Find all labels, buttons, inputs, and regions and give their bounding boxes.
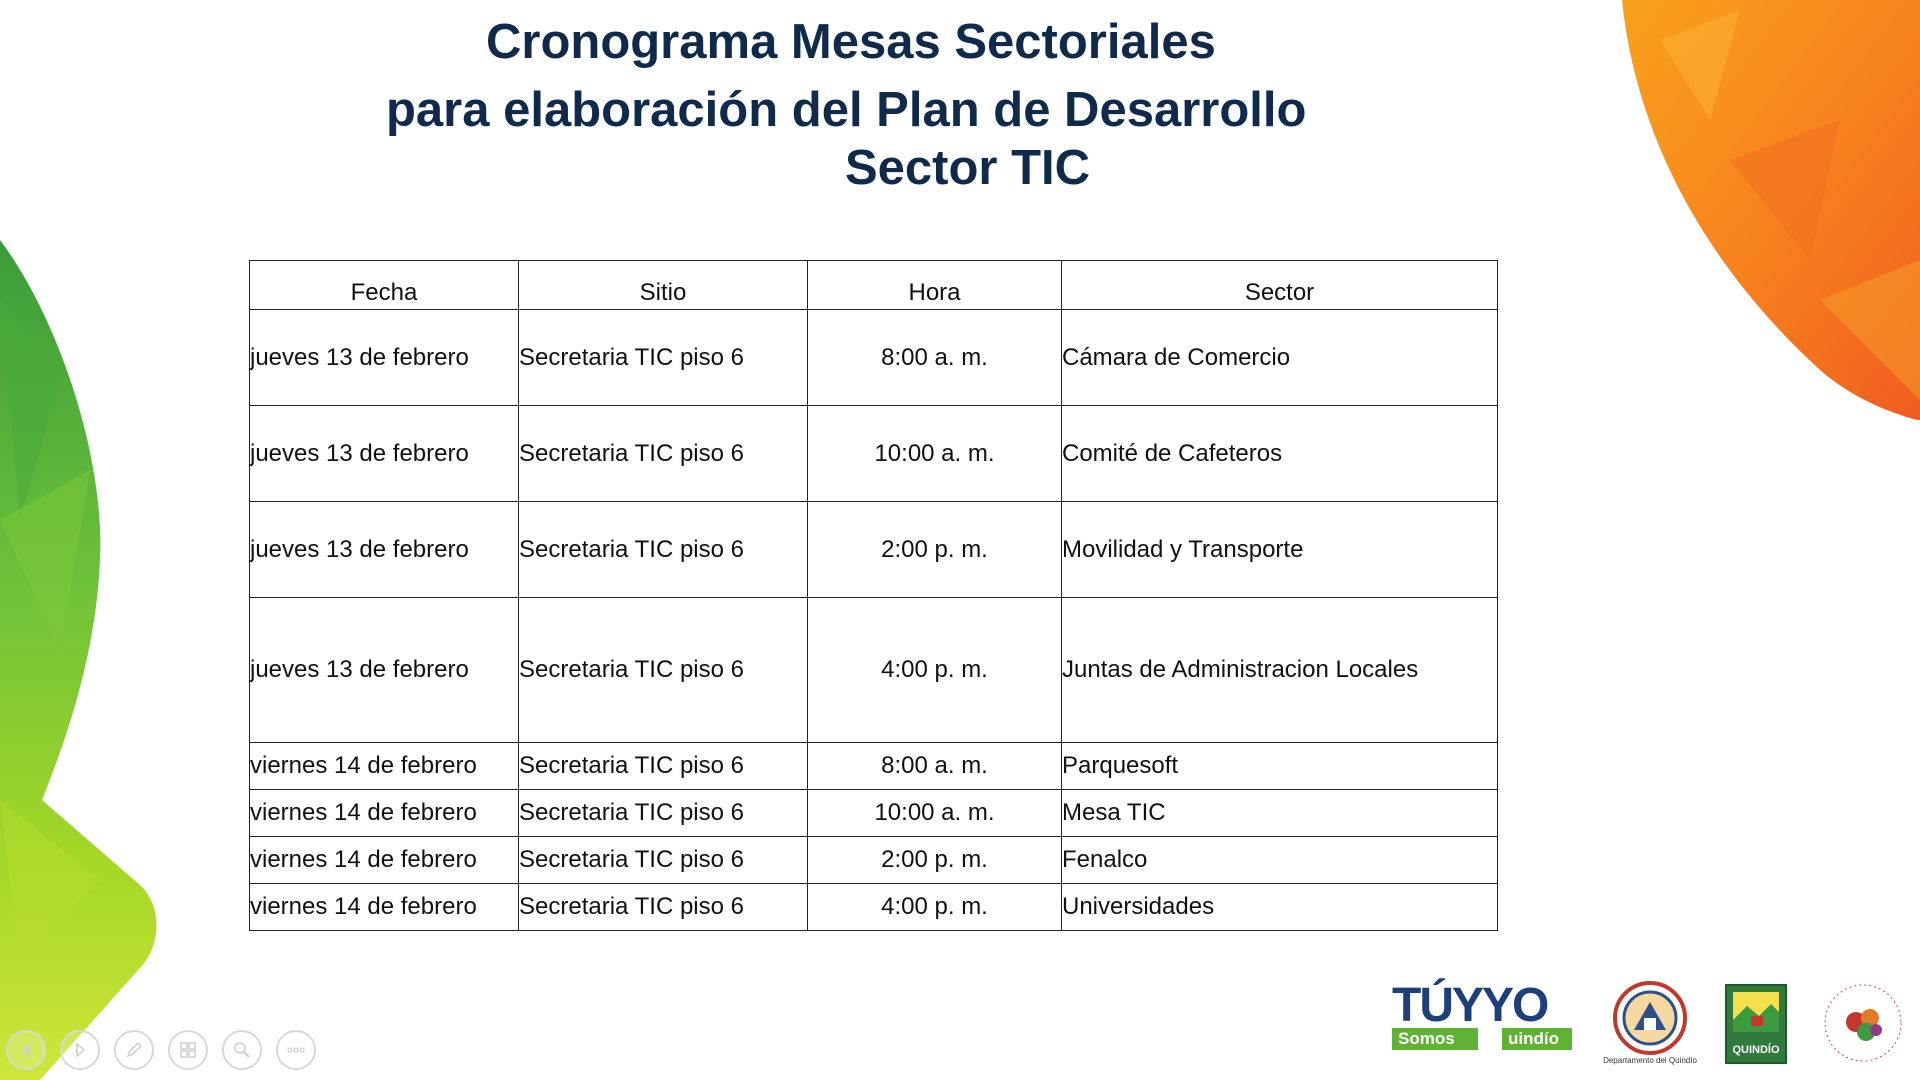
header-sitio: Sitio [518, 260, 808, 310]
cell-fecha: viernes 14 de febrero [249, 789, 519, 837]
table-row: jueves 13 de febrero Secretaria TIC piso… [249, 501, 1498, 598]
tuyyo-logo: TÚYYO Somos uindío [1390, 982, 1575, 1052]
table-row: viernes 14 de febrero Secretaria TIC pis… [249, 742, 1498, 790]
header-hora: Hora [807, 260, 1062, 310]
cell-hora: 8:00 a. m. [807, 309, 1062, 406]
cell-fecha: jueves 13 de febrero [249, 501, 519, 598]
cell-hora: 4:00 p. m. [807, 597, 1062, 743]
table-row: jueves 13 de febrero Secretaria TIC piso… [249, 309, 1498, 406]
cell-sitio: Secretaria TIC piso 6 [518, 789, 808, 837]
presentation-toolbar [6, 1030, 316, 1070]
cell-sector: Comité de Cafeteros [1061, 405, 1498, 502]
cell-hora: 2:00 p. m. [807, 836, 1062, 884]
pen-icon [126, 1041, 143, 1058]
title-line-2: para elaboración del Plan de Desarrollo [386, 83, 1307, 137]
cell-hora: 10:00 a. m. [807, 789, 1062, 837]
schedule-table: Fecha Sitio Hora Sector jueves 13 de feb… [249, 260, 1498, 931]
table-row: viernes 14 de febrero Secretaria TIC pis… [249, 836, 1498, 884]
cell-hora: 8:00 a. m. [807, 742, 1062, 790]
departamento-seal-logo: Departamento del Quindío [1600, 980, 1700, 1065]
cell-sector: Juntas de Administracion Locales [1061, 597, 1498, 743]
table-row: jueves 13 de febrero Secretaria TIC piso… [249, 597, 1498, 743]
table-row: viernes 14 de febrero Secretaria TIC pis… [249, 789, 1498, 837]
quindio-landscape-icon [1733, 992, 1779, 1032]
cell-fecha: jueves 13 de febrero [249, 597, 519, 743]
departamento-caption: Departamento del Quindío [1603, 1056, 1697, 1065]
title-line-1: Cronograma Mesas Sectoriales [486, 15, 1216, 69]
cell-fecha: viernes 14 de febrero [249, 742, 519, 790]
paisaje-cultural-cafetero-logo [1820, 980, 1906, 1066]
tuyyo-logo-text: TÚYYO [1392, 979, 1549, 1032]
cell-fecha: jueves 13 de febrero [249, 405, 519, 502]
tuyyo-logo-somos: Somos [1392, 1028, 1478, 1050]
cell-sitio: Secretaria TIC piso 6 [518, 501, 808, 598]
orange-decorative-shape [1622, 0, 1920, 420]
cell-fecha: jueves 13 de febrero [249, 309, 519, 406]
header-fecha: Fecha [249, 260, 519, 310]
table-header-row: Fecha Sitio Hora Sector [249, 260, 1498, 310]
magnifier-icon [234, 1042, 250, 1058]
seal-icon [1613, 981, 1687, 1055]
cell-sector: Parquesoft [1061, 742, 1498, 790]
more-options-button[interactable] [276, 1030, 316, 1070]
cell-sitio: Secretaria TIC piso 6 [518, 309, 808, 406]
cell-sitio: Secretaria TIC piso 6 [518, 742, 808, 790]
title-line-3: Sector TIC [845, 141, 1091, 195]
arrow-right-icon [76, 1042, 86, 1058]
cell-hora: 10:00 a. m. [807, 405, 1062, 502]
cell-hora: 2:00 p. m. [807, 501, 1062, 598]
table-row: viernes 14 de febrero Secretaria TIC pis… [249, 883, 1498, 931]
cell-sector: Movilidad y Transporte [1061, 501, 1498, 598]
quindio-logo: QUINDÍO [1725, 984, 1787, 1064]
cell-sector: Fenalco [1061, 836, 1498, 884]
cell-sitio: Secretaria TIC piso 6 [518, 883, 808, 931]
cell-sitio: Secretaria TIC piso 6 [518, 836, 808, 884]
cell-sitio: Secretaria TIC piso 6 [518, 405, 808, 502]
pen-tool-button[interactable] [114, 1030, 154, 1070]
quindio-label: QUINDÍO [1732, 1044, 1780, 1056]
grid-icon [180, 1042, 196, 1058]
ellipsis-icon [287, 1047, 305, 1053]
zoom-button[interactable] [222, 1030, 262, 1070]
green-decorative-shape [0, 240, 157, 1080]
cell-sitio: Secretaria TIC piso 6 [518, 597, 808, 743]
previous-slide-button[interactable] [6, 1030, 46, 1070]
next-slide-button[interactable] [60, 1030, 100, 1070]
cell-hora: 4:00 p. m. [807, 883, 1062, 931]
header-sector: Sector [1061, 260, 1498, 310]
table-row: jueves 13 de febrero Secretaria TIC piso… [249, 405, 1498, 502]
slide-sorter-button[interactable] [168, 1030, 208, 1070]
cell-fecha: viernes 14 de febrero [249, 836, 519, 884]
tuyyo-logo-quindio: uindío [1502, 1028, 1572, 1050]
sponsor-logos: TÚYYO Somos uindío Departamento del Quin… [1390, 980, 1910, 1070]
cell-sector: Cámara de Comercio [1061, 309, 1498, 406]
cell-fecha: viernes 14 de febrero [249, 883, 519, 931]
cell-sector: Universidades [1061, 883, 1498, 931]
cell-sector: Mesa TIC [1061, 789, 1498, 837]
paisaje-cafetero-icon [1824, 984, 1902, 1062]
arrow-left-icon [22, 1044, 29, 1056]
